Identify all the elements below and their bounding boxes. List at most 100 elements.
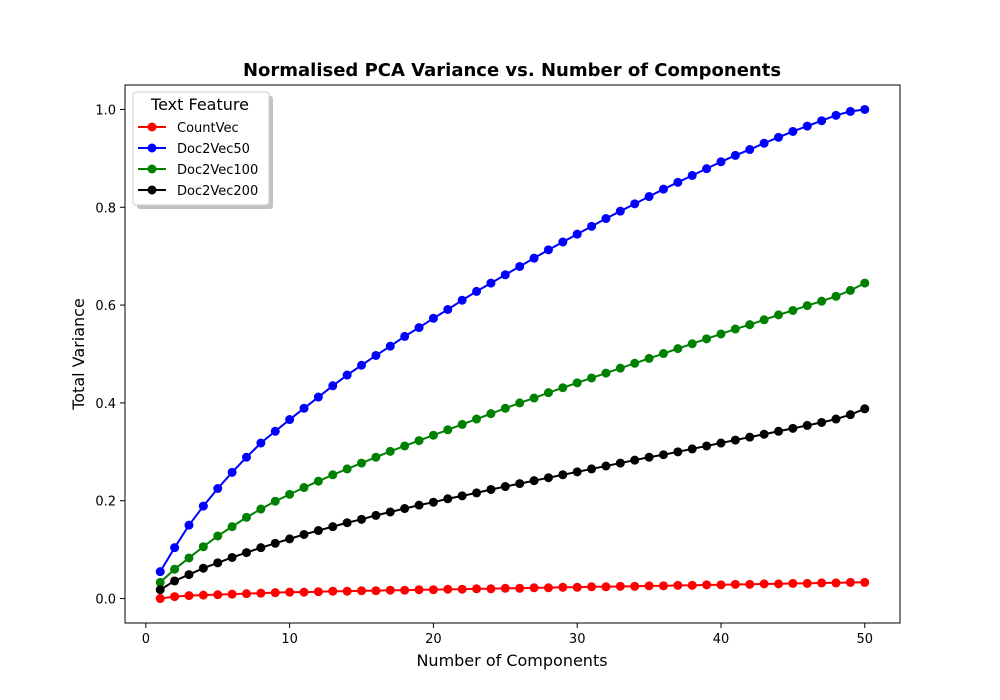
legend-marker-countvec [147, 122, 157, 132]
data-point-doc2vec50 [716, 157, 726, 167]
legend-label-countvec: CountVec [177, 121, 239, 136]
data-point-doc2vec50 [860, 104, 870, 114]
data-point-doc2vec200 [774, 426, 784, 436]
data-point-doc2vec100 [357, 458, 367, 468]
series-line-doc2vec100 [159, 282, 866, 584]
data-point-doc2vec50 [615, 206, 625, 216]
data-point-doc2vec100 [601, 368, 611, 378]
data-point-doc2vec200 [414, 500, 424, 510]
legend-item-doc2vec100: Doc2Vec100 [138, 163, 258, 178]
data-point-doc2vec100 [472, 414, 482, 424]
x-tick-label: 50 [856, 632, 873, 647]
data-point-countvec [198, 590, 208, 600]
data-point-doc2vec200 [198, 563, 208, 573]
data-point-doc2vec100 [702, 334, 712, 344]
data-point-doc2vec50 [414, 323, 424, 333]
data-point-countvec [730, 579, 740, 589]
legend-marker-doc2vec100 [147, 164, 157, 174]
data-point-doc2vec50 [630, 199, 640, 209]
data-point-countvec [543, 583, 553, 593]
data-point-countvec [860, 577, 870, 587]
data-point-doc2vec100 [198, 542, 208, 552]
y-tick-label: 0.2 [95, 495, 116, 510]
data-point-countvec [558, 582, 568, 592]
data-point-doc2vec100 [328, 470, 338, 480]
data-point-countvec [673, 580, 683, 590]
data-point-doc2vec100 [414, 436, 424, 446]
data-point-doc2vec50 [227, 467, 237, 477]
data-point-doc2vec200 [716, 438, 726, 448]
data-point-doc2vec100 [170, 564, 180, 574]
data-point-doc2vec200 [702, 441, 712, 451]
data-point-doc2vec200 [817, 417, 827, 427]
data-point-doc2vec50 [687, 170, 697, 180]
data-point-doc2vec100 [687, 339, 697, 349]
data-point-doc2vec100 [558, 383, 568, 393]
data-point-doc2vec50 [730, 150, 740, 160]
data-point-doc2vec100 [213, 531, 223, 541]
data-point-doc2vec100 [759, 315, 769, 325]
data-point-countvec [414, 585, 424, 595]
data-point-countvec [500, 583, 510, 593]
data-point-doc2vec50 [500, 270, 510, 280]
data-point-countvec [658, 581, 668, 591]
series-doc2vec50 [155, 104, 870, 577]
legend-item-countvec: CountVec [138, 121, 239, 136]
data-point-doc2vec100 [385, 446, 395, 456]
data-point-doc2vec50 [802, 121, 812, 131]
data-point-doc2vec200 [543, 473, 553, 483]
data-point-doc2vec200 [170, 576, 180, 586]
legend-label-doc2vec50: Doc2Vec50 [177, 142, 250, 157]
data-point-doc2vec100 [342, 464, 352, 474]
data-point-countvec [213, 590, 223, 600]
data-point-doc2vec100 [716, 329, 726, 339]
data-point-countvec [630, 581, 640, 591]
data-point-doc2vec100 [285, 489, 295, 499]
data-point-doc2vec200 [385, 507, 395, 517]
data-point-countvec [155, 594, 165, 604]
data-point-doc2vec50 [342, 370, 352, 380]
data-point-doc2vec100 [241, 512, 251, 522]
data-point-doc2vec200 [285, 534, 295, 544]
data-point-countvec [241, 589, 251, 599]
series-line-countvec [160, 581, 865, 600]
data-point-doc2vec100 [572, 378, 582, 388]
data-point-doc2vec50 [285, 415, 295, 425]
data-point-doc2vec200 [558, 470, 568, 480]
y-tick-label: 0.4 [95, 397, 116, 412]
data-point-doc2vec50 [213, 484, 223, 493]
x-tick-label: 10 [281, 632, 298, 647]
data-point-doc2vec50 [241, 452, 251, 462]
data-point-doc2vec50 [486, 278, 496, 288]
data-point-countvec [313, 587, 323, 597]
data-point-doc2vec200 [472, 488, 482, 498]
data-point-countvec [572, 582, 582, 592]
data-point-doc2vec50 [759, 138, 769, 148]
data-point-doc2vec200 [759, 429, 769, 439]
data-point-doc2vec50 [644, 192, 654, 202]
data-point-countvec [256, 588, 266, 598]
data-point-doc2vec200 [213, 558, 223, 568]
data-point-doc2vec200 [227, 552, 237, 562]
data-point-doc2vec200 [270, 538, 280, 548]
data-point-doc2vec200 [730, 435, 740, 445]
legend-label-doc2vec200: Doc2Vec200 [177, 184, 258, 199]
data-point-doc2vec50 [270, 426, 280, 436]
data-point-countvec [788, 578, 798, 588]
y-tick-label: 0.8 [95, 201, 116, 216]
data-point-countvec [702, 580, 712, 590]
data-point-doc2vec100 [500, 403, 510, 413]
data-point-countvec [170, 592, 180, 602]
data-point-doc2vec50 [198, 501, 208, 511]
data-point-doc2vec50 [313, 392, 323, 402]
data-point-countvec [845, 577, 855, 587]
data-point-doc2vec200 [400, 504, 410, 514]
data-point-doc2vec50 [702, 164, 712, 174]
data-point-doc2vec200 [256, 543, 266, 553]
series-doc2vec200 [155, 404, 870, 595]
data-point-doc2vec200 [342, 518, 352, 528]
data-point-doc2vec50 [457, 295, 467, 305]
data-point-doc2vec200 [601, 461, 611, 471]
data-point-doc2vec200 [687, 444, 697, 454]
